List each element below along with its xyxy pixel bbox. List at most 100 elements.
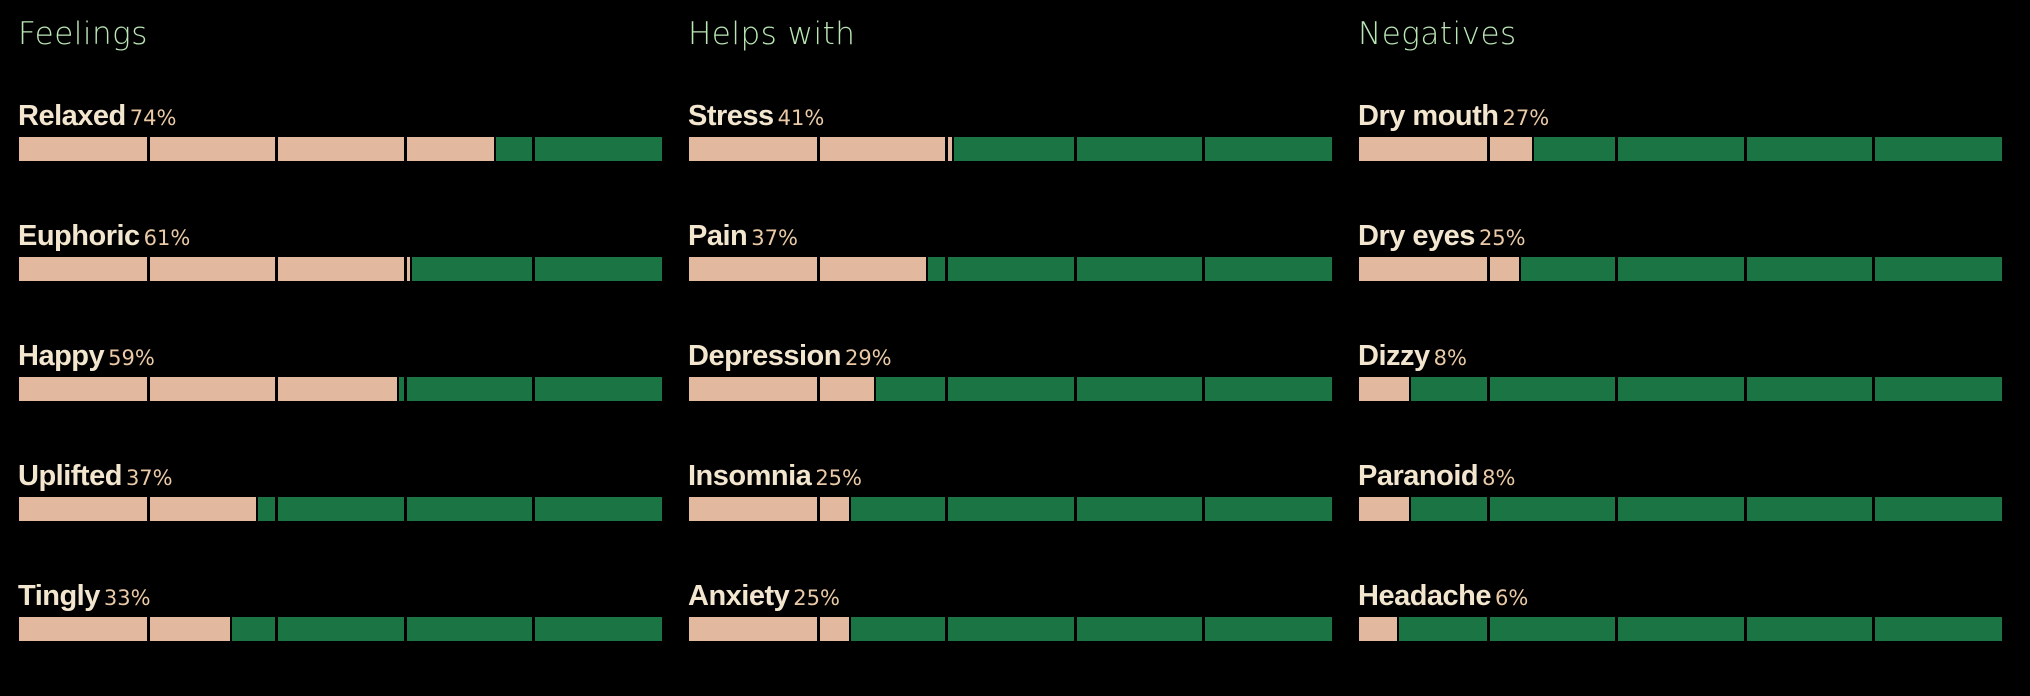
effect-bar-fill xyxy=(689,497,850,521)
column-title: Helps with xyxy=(688,16,856,52)
effect-name: Tingly xyxy=(18,580,100,612)
effects-list: Relaxed 74% Euphoric 61% Happy 59% Uplifted 37%… xyxy=(18,96,662,696)
effect-percent: 59% xyxy=(108,346,155,370)
bar-segment-divider xyxy=(1872,497,1876,521)
effect-bar-fill xyxy=(19,257,412,281)
effect-label: Relaxed 74% xyxy=(18,96,176,141)
bar-segment-divider xyxy=(945,137,949,161)
effect-label: Insomnia 25% xyxy=(688,456,862,501)
effect-label: Paranoid 8% xyxy=(1358,456,1515,501)
bar-segment-divider xyxy=(1202,497,1206,521)
bar-segment-divider xyxy=(403,497,407,521)
effect-bar xyxy=(689,617,1332,641)
bar-segment-divider xyxy=(1743,137,1747,161)
effect-name: Relaxed xyxy=(18,100,126,132)
bar-segment-divider xyxy=(532,137,536,161)
effect-row: Tingly 33% xyxy=(18,576,662,696)
effect-row: Pain 37% xyxy=(688,216,1332,336)
effect-label: Happy 59% xyxy=(18,336,155,381)
bar-segment-divider xyxy=(403,257,407,281)
bar-segment-divider xyxy=(1872,257,1876,281)
bar-segment-divider xyxy=(1202,617,1206,641)
effect-row: Insomnia 25% xyxy=(688,456,1332,576)
effect-bar-fill xyxy=(19,617,232,641)
effect-bar-fill xyxy=(1359,497,1411,521)
column-title: Negatives xyxy=(1358,16,1517,52)
bar-segment-divider xyxy=(816,377,820,401)
effect-name: Dizzy xyxy=(1358,340,1430,372)
bar-segment-divider xyxy=(1872,377,1876,401)
effect-bar-fill xyxy=(689,377,876,401)
effect-percent: 37% xyxy=(751,226,798,250)
effect-bar xyxy=(689,257,1332,281)
bar-segment-divider xyxy=(532,617,536,641)
bar-fill-end-marker xyxy=(493,137,496,161)
effect-row: Dry eyes 25% xyxy=(1358,216,2002,336)
bar-segment-divider xyxy=(146,497,150,521)
bar-fill-end-marker xyxy=(255,497,258,521)
bar-segment-divider xyxy=(1615,377,1619,401)
bar-fill-end-marker xyxy=(230,617,233,641)
effect-bar xyxy=(19,617,662,641)
effect-bar xyxy=(1359,617,2002,641)
effect-bar-fill xyxy=(1359,137,1533,161)
bar-segment-divider xyxy=(532,257,536,281)
effect-bar xyxy=(1359,377,2002,401)
bar-segment-divider xyxy=(403,137,407,161)
bar-fill-end-marker xyxy=(1409,497,1412,521)
bar-segment-divider xyxy=(275,617,279,641)
bar-segment-divider xyxy=(816,617,820,641)
bar-fill-end-marker xyxy=(848,617,851,641)
bar-fill-end-marker xyxy=(397,377,400,401)
effect-row: Headache 6% xyxy=(1358,576,2002,696)
bar-segment-divider xyxy=(275,377,279,401)
effect-bar-fill xyxy=(689,257,927,281)
effect-row: Euphoric 61% xyxy=(18,216,662,336)
bar-segment-divider xyxy=(146,377,150,401)
bar-segment-divider xyxy=(1202,137,1206,161)
bar-segment-divider xyxy=(1073,617,1077,641)
effect-percent: 8% xyxy=(1482,466,1516,490)
effect-name: Stress xyxy=(688,100,774,132)
effect-row: Dizzy 8% xyxy=(1358,336,2002,456)
effect-name: Happy xyxy=(18,340,105,372)
effect-percent: 25% xyxy=(1478,226,1526,250)
bar-segment-divider xyxy=(945,617,949,641)
effect-name: Headache xyxy=(1358,580,1492,612)
bar-segment-divider xyxy=(816,137,820,161)
effect-bar xyxy=(19,377,662,401)
effect-name: Pain xyxy=(688,220,748,252)
bar-segment-divider xyxy=(1202,377,1206,401)
bar-segment-divider xyxy=(146,617,150,641)
bar-segment-divider xyxy=(1743,377,1747,401)
bar-segment-divider xyxy=(945,497,949,521)
effect-percent: 37% xyxy=(125,466,173,490)
effect-label: Depression 29% xyxy=(688,336,892,381)
effect-percent: 29% xyxy=(844,346,892,370)
effect-name: Insomnia xyxy=(688,460,812,492)
effect-bar-fill xyxy=(19,377,399,401)
effect-percent: 61% xyxy=(143,226,191,250)
effect-bar xyxy=(689,497,1332,521)
effect-label: Uplifted 37% xyxy=(18,456,173,501)
effect-row: Depression 29% xyxy=(688,336,1332,456)
effect-row: Happy 59% xyxy=(18,336,662,456)
effect-bar xyxy=(19,137,662,161)
effect-bar-fill xyxy=(689,137,953,161)
effect-bar xyxy=(689,377,1332,401)
effect-label: Pain 37% xyxy=(688,216,798,261)
effect-name: Dry mouth xyxy=(1358,100,1499,132)
effect-name: Paranoid xyxy=(1358,460,1479,492)
bar-segment-divider xyxy=(532,497,536,521)
effect-percent: 41% xyxy=(777,106,825,130)
effect-label: Dry mouth 27% xyxy=(1358,96,1549,141)
bar-fill-end-marker xyxy=(410,257,413,281)
effect-bar-fill xyxy=(1359,617,1398,641)
effect-bar-fill xyxy=(19,497,257,521)
bar-segment-divider xyxy=(1073,377,1077,401)
bar-segment-divider xyxy=(403,617,407,641)
bar-segment-divider xyxy=(945,257,949,281)
effect-bar xyxy=(1359,497,2002,521)
effects-list: Dry mouth 27% Dry eyes 25% Dizzy 8% Paranoid 8%… xyxy=(1358,96,2002,696)
effect-row: Paranoid 8% xyxy=(1358,456,2002,576)
